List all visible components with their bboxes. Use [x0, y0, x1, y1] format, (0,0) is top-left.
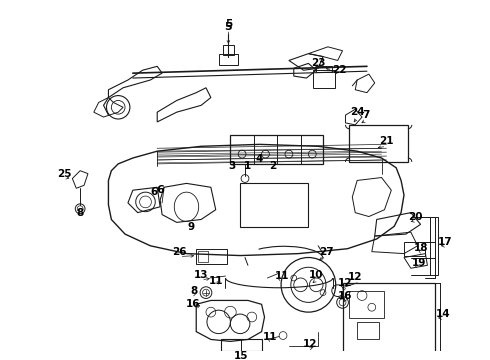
Text: 13: 13: [194, 270, 208, 280]
Text: 14: 14: [436, 309, 450, 319]
Text: 4: 4: [256, 154, 263, 164]
Text: 10: 10: [309, 270, 323, 280]
Text: 23: 23: [311, 58, 325, 68]
Bar: [219, 54, 238, 66]
Text: 8: 8: [191, 286, 198, 296]
Text: 12: 12: [348, 272, 363, 282]
Text: 6: 6: [156, 185, 164, 195]
Text: 11: 11: [208, 276, 223, 286]
Text: 22: 22: [332, 65, 347, 75]
Text: 20: 20: [409, 212, 423, 221]
Bar: [198, 251, 208, 262]
Text: 1: 1: [245, 161, 251, 171]
Text: 5: 5: [224, 22, 232, 32]
Text: 11: 11: [275, 271, 289, 281]
Bar: [196, 249, 227, 264]
Text: 26: 26: [172, 247, 187, 257]
Text: 3: 3: [229, 161, 236, 171]
Bar: [349, 291, 384, 318]
Text: 24: 24: [350, 107, 365, 117]
Text: 19: 19: [412, 258, 426, 268]
Text: 17: 17: [438, 237, 452, 247]
Text: 6: 6: [150, 187, 158, 197]
Circle shape: [77, 206, 83, 212]
Text: 25: 25: [57, 168, 72, 179]
Bar: [222, 45, 234, 55]
Text: 12: 12: [338, 278, 353, 288]
Text: 7: 7: [362, 110, 369, 120]
Bar: [349, 125, 408, 162]
Text: 9: 9: [188, 222, 195, 232]
Text: 11: 11: [263, 332, 278, 342]
Bar: [357, 322, 379, 339]
Bar: [343, 283, 435, 353]
Text: 8: 8: [76, 208, 84, 218]
Text: 15: 15: [234, 351, 248, 360]
Text: 18: 18: [414, 243, 428, 253]
Text: 5: 5: [225, 19, 232, 30]
Bar: [313, 70, 335, 88]
Text: 27: 27: [318, 247, 333, 257]
Bar: [230, 135, 323, 164]
Text: 16: 16: [338, 291, 353, 301]
Text: 2: 2: [269, 161, 276, 171]
Text: 12: 12: [303, 339, 318, 349]
Bar: [430, 217, 438, 275]
Bar: [404, 242, 425, 256]
Text: 21: 21: [379, 136, 393, 147]
Text: 16: 16: [186, 299, 200, 309]
Bar: [240, 183, 308, 227]
Bar: [316, 66, 332, 72]
